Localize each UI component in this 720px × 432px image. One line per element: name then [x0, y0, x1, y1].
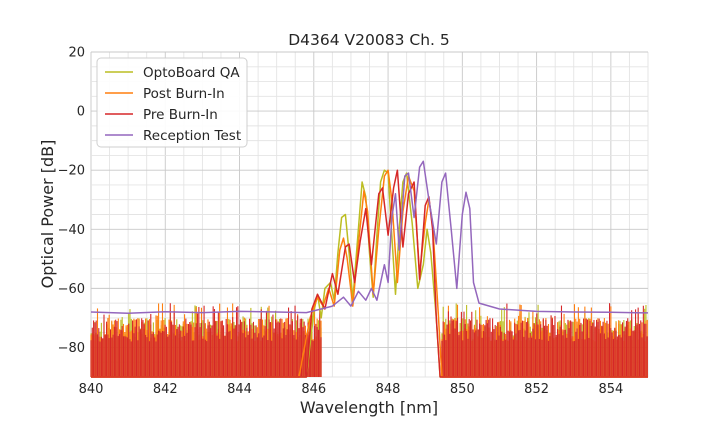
legend: OptoBoard QA Post Burn-In Pre Burn-In Recep…	[96, 57, 248, 148]
x-tick-label: 854	[598, 382, 623, 397]
noise-floor-series	[90, 303, 648, 377]
series-line	[90, 160, 649, 314]
series-line	[91, 169, 648, 378]
x-tick-label: 842	[153, 382, 178, 397]
series-lines	[90, 160, 649, 378]
noise-floor	[90, 303, 648, 377]
legend-label: Post Burn-In	[143, 86, 225, 102]
y-tick-label: −40	[58, 223, 85, 238]
y-tick-label: −60	[58, 282, 85, 297]
legend-box	[96, 57, 248, 148]
y-tick-label: −20	[58, 164, 85, 179]
chart-title: D4364 V20083 Ch. 5	[288, 31, 450, 49]
x-tick-label: 846	[301, 382, 326, 397]
y-axis-label: Optical Power [dB]	[38, 140, 57, 289]
x-tick-label: 852	[524, 382, 549, 397]
tick-labels: 840 842 844 846 848 850 852 854 20 0 −20 −40 −60 −80	[58, 46, 624, 398]
x-tick-label: 844	[227, 382, 252, 397]
x-tick-label: 850	[450, 382, 475, 397]
legend-label: Reception Test	[143, 128, 241, 144]
y-tick-label: 20	[68, 46, 85, 61]
y-tick-label: 0	[77, 105, 85, 120]
x-tick-label: 848	[376, 382, 401, 397]
x-tick-label: 840	[79, 382, 104, 397]
legend-label: Pre Burn-In	[143, 107, 218, 123]
y-tick-label: −80	[58, 341, 85, 356]
x-axis-label: Wavelength [nm]	[300, 398, 438, 417]
series-line	[91, 169, 648, 378]
legend-label: OptoBoard QA	[143, 65, 240, 81]
series-line	[91, 169, 648, 378]
